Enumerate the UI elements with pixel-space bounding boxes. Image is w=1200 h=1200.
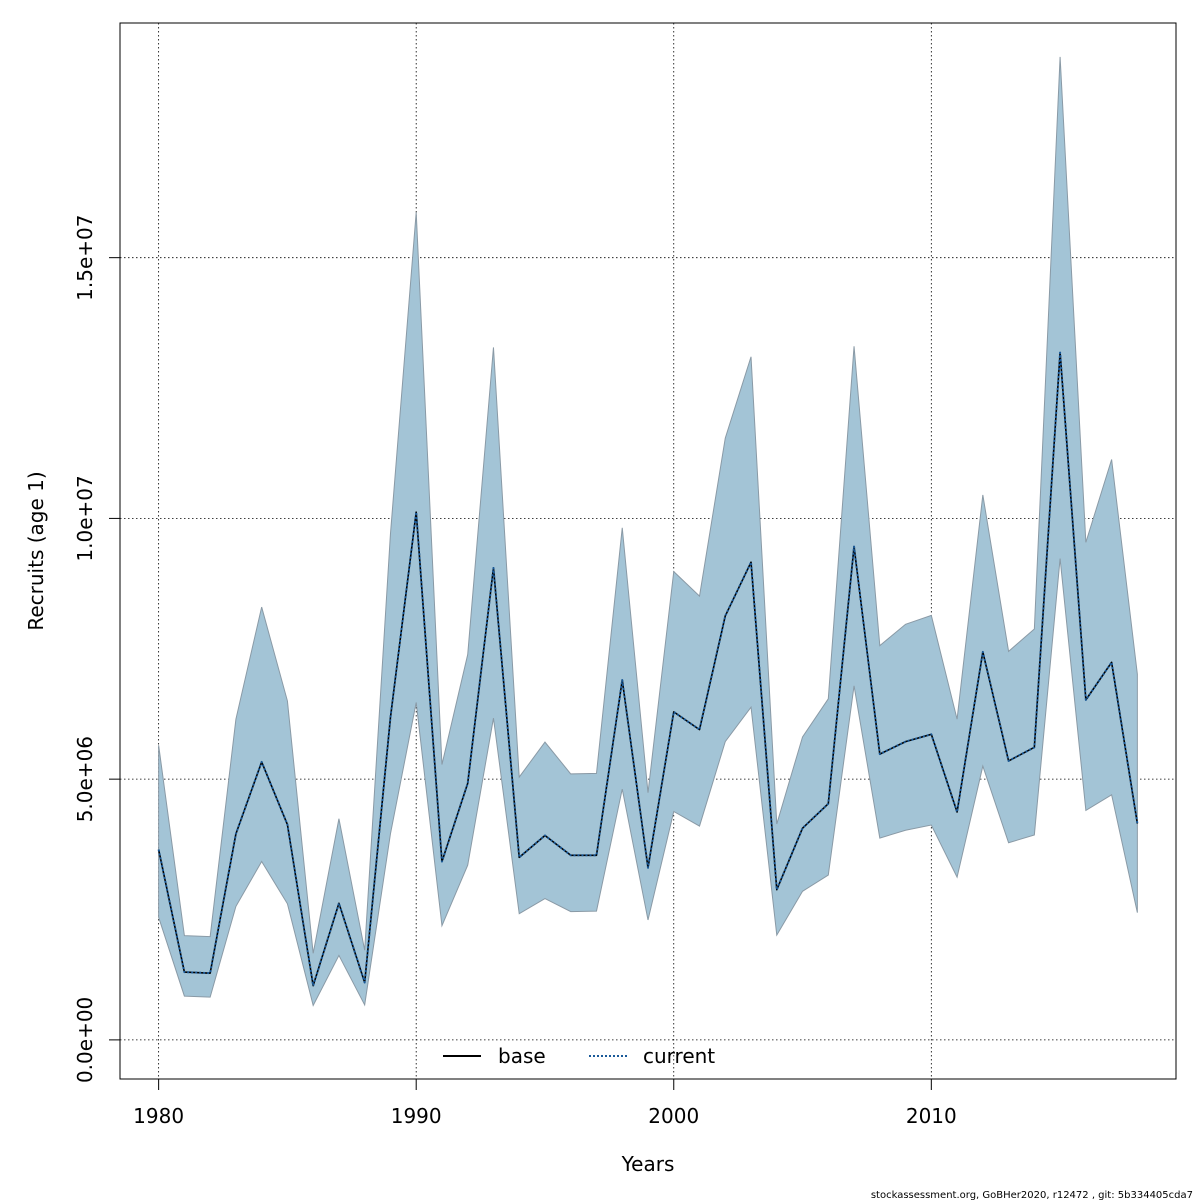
legend: base current bbox=[443, 1044, 715, 1068]
y-axis-title: Recruits (age 1) bbox=[24, 471, 48, 630]
x-tick-label-0: 1980 bbox=[133, 1104, 184, 1128]
confidence-band bbox=[158, 56, 1138, 1007]
x-tick-label-3: 2010 bbox=[906, 1104, 957, 1128]
legend-label-current: current bbox=[643, 1044, 715, 1068]
y-tick-label-0: 0.0e+00 bbox=[73, 997, 97, 1083]
x-axis-title: Years bbox=[621, 1152, 675, 1176]
y-tick-label-1: 5.0e+06 bbox=[73, 736, 97, 822]
footer-note: stockassessment.org, GoBHer2020, r12472 … bbox=[871, 1190, 1193, 1200]
x-axis: 1980 1990 2000 2010 bbox=[133, 1078, 957, 1128]
x-tick-label-2: 2000 bbox=[648, 1104, 699, 1128]
y-axis: 0.0e+00 5.0e+06 1.0e+07 1.5e+07 bbox=[73, 215, 121, 1083]
series-lines bbox=[157, 351, 1139, 987]
series-line-current bbox=[157, 351, 1139, 987]
x-tick-label-1: 1990 bbox=[391, 1104, 442, 1128]
grid-lines bbox=[120, 23, 1176, 1079]
y-tick-label-3: 1.5e+07 bbox=[73, 215, 97, 301]
y-tick-label-2: 1.0e+07 bbox=[73, 475, 97, 561]
confidence-band-group bbox=[158, 56, 1138, 1007]
legend-label-base: base bbox=[498, 1044, 546, 1068]
